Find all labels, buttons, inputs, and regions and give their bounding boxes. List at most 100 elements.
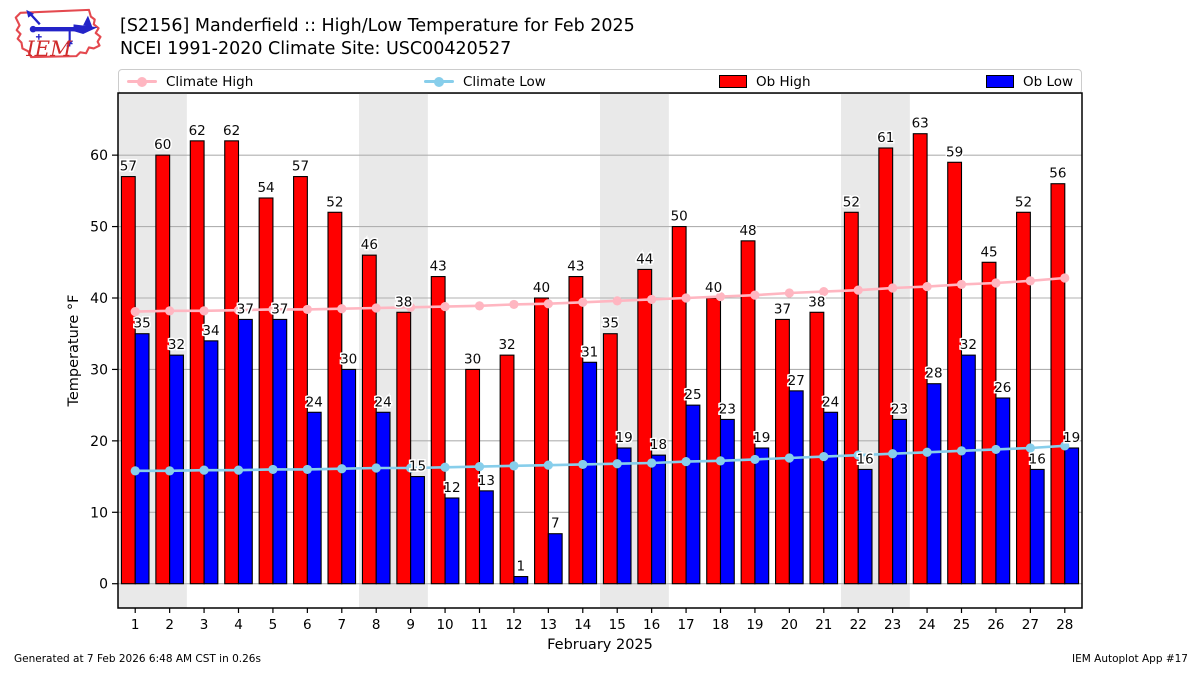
plot-border — [117, 92, 1083, 609]
x-tick-label: 23 — [884, 617, 901, 633]
ob-high-bar-day-16 — [637, 268, 653, 585]
ob-low-bar-day-26 — [995, 397, 1011, 585]
ob-high-bar-day-23 — [878, 147, 894, 585]
climate-high-marker-day-14 — [578, 297, 588, 307]
y-tick-label: 40 — [90, 291, 108, 307]
ob-low-bar-day-12 — [513, 576, 529, 585]
ob-high-bar-day-20 — [775, 318, 790, 585]
ob-high-value-label-day-8: 46 — [361, 237, 378, 253]
x-tick-label: 2 — [165, 617, 174, 633]
ob-low-value-label-day-25: 32 — [960, 337, 977, 353]
climate-high-line-sample — [127, 76, 157, 87]
ob-high-value-label-day-23: 61 — [877, 130, 894, 146]
x-tick-label: 20 — [781, 617, 798, 633]
ob-high-value-label-day-13: 40 — [533, 280, 550, 296]
ob-high-bar-day-5 — [258, 197, 274, 585]
x-tick-label: 14 — [574, 617, 591, 633]
climate-low-marker-day-2 — [165, 466, 175, 476]
ob-low-value-label-day-7: 30 — [340, 351, 357, 367]
x-tick-label: 22 — [850, 617, 867, 633]
ob-high-value-label-day-20: 37 — [774, 301, 791, 317]
climate-high-marker-icon — [137, 76, 147, 87]
y-tick-label: 10 — [90, 505, 108, 521]
ob-high-bar-day-27 — [1016, 211, 1031, 585]
ob-low-value-label-day-20: 27 — [788, 373, 805, 389]
legend-label: Climate High — [166, 73, 254, 90]
ob-high-value-label-day-15: 35 — [602, 316, 619, 332]
x-tick-label: 18 — [712, 617, 729, 633]
ob-high-value-label-day-9: 38 — [395, 294, 412, 310]
climate-low-marker-day-9 — [406, 463, 416, 473]
iem-logo-text: IEM — [25, 36, 73, 61]
climate-high-marker-day-9 — [406, 302, 416, 312]
y-tick-label: 60 — [90, 148, 108, 164]
y-tick-label: 30 — [90, 362, 108, 378]
climate-high-marker-day-5 — [268, 304, 278, 315]
ob-high-bar-day-25 — [947, 161, 963, 585]
x-tick-label: 24 — [918, 617, 935, 633]
ob-high-bar-day-11 — [465, 368, 481, 585]
climate-high-marker-day-7 — [337, 304, 347, 314]
ob-low-bar-day-27 — [1029, 468, 1045, 585]
ob-low-value-label-day-26: 26 — [994, 380, 1011, 396]
climate-low-marker-day-8 — [371, 463, 381, 473]
climate-high-marker-day-17 — [681, 293, 691, 303]
ob-high-value-label-day-28: 56 — [1049, 166, 1066, 182]
x-tick-label: 15 — [609, 617, 626, 633]
ob-low-bar-day-13 — [547, 533, 563, 585]
ob-high-value-label-day-5: 54 — [257, 180, 274, 196]
climate-low-marker-day-12 — [509, 461, 519, 471]
ob-low-value-label-day-15: 19 — [616, 430, 633, 446]
climate-low-marker-day-10 — [440, 462, 450, 472]
ob-high-value-label-day-25: 59 — [946, 144, 963, 160]
ob-high-bar-day-14 — [568, 276, 584, 585]
ob-high-bar-day-15 — [602, 333, 618, 585]
climate-high-marker-day-28 — [1060, 273, 1070, 283]
x-tick-label: 12 — [505, 617, 522, 633]
climate-low-marker-day-14 — [578, 459, 588, 470]
climate-high-marker-day-20 — [784, 288, 794, 298]
climate-high-marker-day-19 — [750, 290, 760, 300]
ob-low-value-label-day-11: 13 — [478, 473, 495, 489]
climate-high-marker-day-26 — [991, 278, 1001, 288]
ob-high-swatch — [719, 75, 747, 88]
climate-low-marker-day-16 — [647, 458, 657, 468]
climate-low-marker-day-28 — [1060, 441, 1070, 451]
ob-low-value-label-day-5: 37 — [271, 301, 288, 317]
ob-low-bar-day-28 — [1064, 447, 1080, 585]
climate-low-marker-day-22 — [853, 450, 863, 460]
ob-low-bar-day-17 — [685, 404, 701, 585]
ob-low-value-label-day-13: 7 — [551, 516, 560, 532]
x-tick-label: 28 — [1056, 617, 1073, 633]
climate-high-marker-day-18 — [715, 291, 726, 302]
climate-low-marker-day-15 — [612, 459, 622, 469]
ob-low-bar-day-18 — [719, 418, 735, 585]
climate-low-marker-day-27 — [1025, 443, 1035, 453]
ob-low-bar-day-4 — [237, 318, 253, 585]
ob-low-bar-day-6 — [306, 411, 322, 585]
ob-low-value-label-day-24: 28 — [925, 366, 942, 382]
ob-high-bar-day-21 — [809, 311, 825, 585]
x-tick-label: 21 — [815, 617, 832, 633]
climate-low-marker-day-6 — [302, 464, 312, 475]
ob-low-value-label-day-22: 16 — [857, 451, 874, 467]
x-tick-label: 25 — [953, 617, 970, 633]
y-tick-label: 20 — [90, 434, 108, 450]
x-tick-label: 8 — [372, 617, 381, 633]
climate-high-marker-day-13 — [543, 299, 553, 309]
ob-low-value-label-day-18: 23 — [719, 401, 736, 417]
climate-high-marker-day-4 — [233, 305, 244, 315]
chart-legend: Climate High Climate Low Ob High Ob Low — [118, 69, 1082, 94]
chart-title: [S2156] Manderfield :: High/Low Temperat… — [120, 16, 635, 36]
ob-high-value-label-day-18: 40 — [705, 280, 722, 296]
ob-low-bar-day-7 — [341, 368, 357, 585]
climate-low-marker-day-26 — [991, 444, 1001, 455]
ob-high-value-label-day-17: 50 — [671, 209, 688, 225]
x-tick-label: 6 — [303, 617, 312, 633]
climate-high-marker-day-2 — [165, 306, 175, 316]
ob-low-bar-day-24 — [926, 383, 942, 585]
legend-item-ob-low: Ob Low — [986, 70, 1073, 93]
climate-low-marker-day-3 — [199, 465, 209, 475]
